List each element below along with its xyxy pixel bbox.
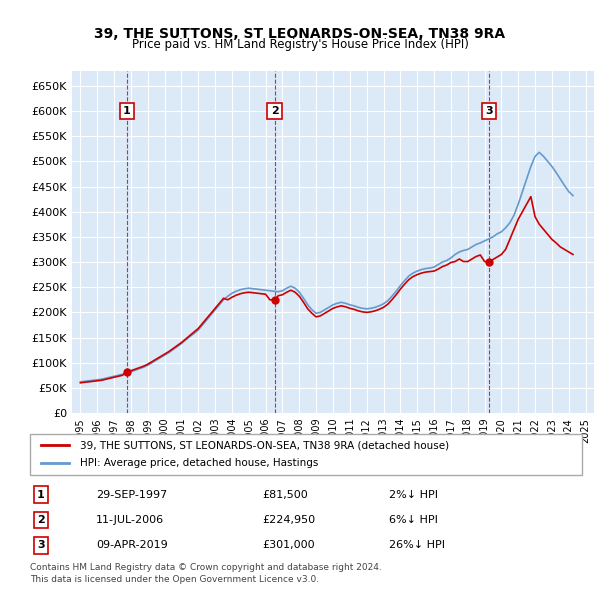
Text: Price paid vs. HM Land Registry's House Price Index (HPI): Price paid vs. HM Land Registry's House … [131,38,469,51]
Text: £224,950: £224,950 [262,515,315,525]
Text: This data is licensed under the Open Government Licence v3.0.: This data is licensed under the Open Gov… [30,575,319,584]
Text: 2: 2 [37,515,45,525]
Text: 09-APR-2019: 09-APR-2019 [96,540,168,550]
Text: 1: 1 [123,106,131,116]
Text: 11-JUL-2006: 11-JUL-2006 [96,515,164,525]
FancyBboxPatch shape [30,434,582,475]
Text: £301,000: £301,000 [262,540,314,550]
Text: 29-SEP-1997: 29-SEP-1997 [96,490,167,500]
Text: 39, THE SUTTONS, ST LEONARDS-ON-SEA, TN38 9RA (detached house): 39, THE SUTTONS, ST LEONARDS-ON-SEA, TN3… [80,440,449,450]
Text: Contains HM Land Registry data © Crown copyright and database right 2024.: Contains HM Land Registry data © Crown c… [30,563,382,572]
Text: £81,500: £81,500 [262,490,308,500]
Text: 2: 2 [271,106,278,116]
Text: 3: 3 [37,540,45,550]
Text: 39, THE SUTTONS, ST LEONARDS-ON-SEA, TN38 9RA: 39, THE SUTTONS, ST LEONARDS-ON-SEA, TN3… [94,27,506,41]
Text: 26%↓ HPI: 26%↓ HPI [389,540,445,550]
Text: HPI: Average price, detached house, Hastings: HPI: Average price, detached house, Hast… [80,458,318,468]
Text: 2%↓ HPI: 2%↓ HPI [389,490,438,500]
Text: 6%↓ HPI: 6%↓ HPI [389,515,437,525]
Text: 3: 3 [485,106,493,116]
Text: 1: 1 [37,490,45,500]
